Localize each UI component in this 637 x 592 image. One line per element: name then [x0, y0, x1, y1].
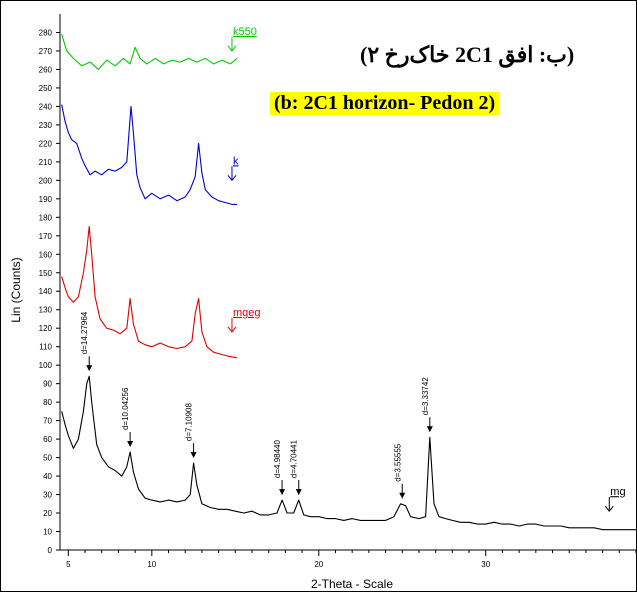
series-label-arrow — [227, 326, 237, 333]
peak-arrow-head — [190, 452, 197, 459]
y-tick-label: 280 — [39, 28, 53, 37]
y-tick-labels: 0 10 20 30 40 50 60 70 80 90 100 110 120 130 140 150 160… — [39, 28, 53, 555]
y-tick-label: 210 — [39, 158, 53, 167]
y-tick-label: 190 — [39, 195, 53, 204]
y-tick-label: 40 — [43, 472, 52, 481]
series-line-mgeg — [61, 226, 238, 359]
peak-d-spacing-label: d=4.70441 — [290, 440, 299, 479]
peak-d-spacing-label: d=7.10908 — [185, 403, 194, 442]
series-label-arrow — [604, 505, 614, 512]
y-tick-label: 250 — [39, 84, 53, 93]
peak-d-spacing-label: d=14.27964 — [80, 311, 89, 354]
peak-annotations: d=14.27964 d=10.04256 d=7.10908 d=4.98440 d=… — [80, 311, 433, 499]
series-label-mg: mg — [610, 486, 625, 498]
peak-arrow-head — [279, 489, 286, 496]
y-tick-label: 200 — [39, 176, 53, 185]
y-tick-label: 230 — [39, 121, 53, 130]
y-tick-label: 220 — [39, 139, 53, 148]
peak-arrow-head — [399, 492, 406, 499]
y-tick-label: 70 — [43, 417, 52, 426]
peak-d-spacing-label: d=3.33742 — [421, 377, 430, 416]
series-label-k: k — [233, 155, 239, 167]
series-line-k550 — [61, 34, 238, 70]
y-tick-label: 270 — [39, 47, 53, 56]
series-labels: k550 k mgeg mg — [227, 26, 626, 512]
peak-arrow-head — [295, 489, 302, 496]
peak-arrow-head — [426, 426, 433, 433]
y-tick-label: 50 — [43, 454, 52, 463]
series-label-mgeg: mgeg — [233, 307, 261, 319]
y-tick-label: 140 — [39, 287, 53, 296]
y-axis-label: Lin (Counts) — [9, 257, 23, 322]
y-tick-label: 130 — [39, 306, 53, 315]
peak-arrow-head — [127, 441, 134, 448]
diffraction-patterns — [61, 34, 636, 531]
y-tick-label: 240 — [39, 102, 53, 111]
x-tick-label: 5 — [66, 560, 71, 569]
y-tick-label: 10 — [43, 528, 52, 537]
peak-d-spacing-label: d=3.55555 — [393, 443, 402, 482]
peak-d-spacing-label: d=4.98440 — [273, 440, 282, 479]
y-tick-label: 160 — [39, 250, 53, 259]
peak-arrow-head — [86, 365, 93, 372]
x-tick-label: 20 — [314, 560, 323, 569]
y-tick-label: 30 — [43, 491, 52, 500]
x-axis-label: 2-Theta - Scale — [311, 577, 393, 591]
chart-title-persian: (ب: افق 2C1 خاک‌رخ ۲) — [360, 42, 575, 67]
y-tick-label: 260 — [39, 65, 53, 74]
y-tick-label: 20 — [43, 509, 52, 518]
y-tick-label: 150 — [39, 269, 53, 278]
series-line-k — [61, 104, 237, 205]
y-tick-label: 90 — [43, 380, 52, 389]
y-tick-label: 0 — [48, 546, 53, 555]
series-label-k550: k550 — [233, 26, 257, 38]
y-tick-label: 170 — [39, 232, 53, 241]
series-label-arrow — [227, 45, 237, 52]
y-tick-label: 60 — [43, 435, 52, 444]
y-tick-label: 80 — [43, 398, 52, 407]
x-tick-label: 30 — [481, 560, 490, 569]
y-tick-label: 110 — [39, 343, 52, 352]
chart-subtitle-english: (b: 2C1 horizon- Pedon 2) — [270, 92, 500, 115]
y-tick-label: 100 — [39, 361, 53, 370]
peak-d-spacing-label: d=10.04256 — [121, 387, 130, 430]
x-tick-labels: 5 10 20 30 — [66, 560, 491, 569]
y-tick-label: 120 — [39, 324, 53, 333]
series-label-arrow — [227, 175, 237, 182]
series-line-mg — [61, 375, 636, 531]
x-tick-label: 10 — [147, 560, 156, 569]
y-tick-label: 180 — [39, 213, 53, 222]
